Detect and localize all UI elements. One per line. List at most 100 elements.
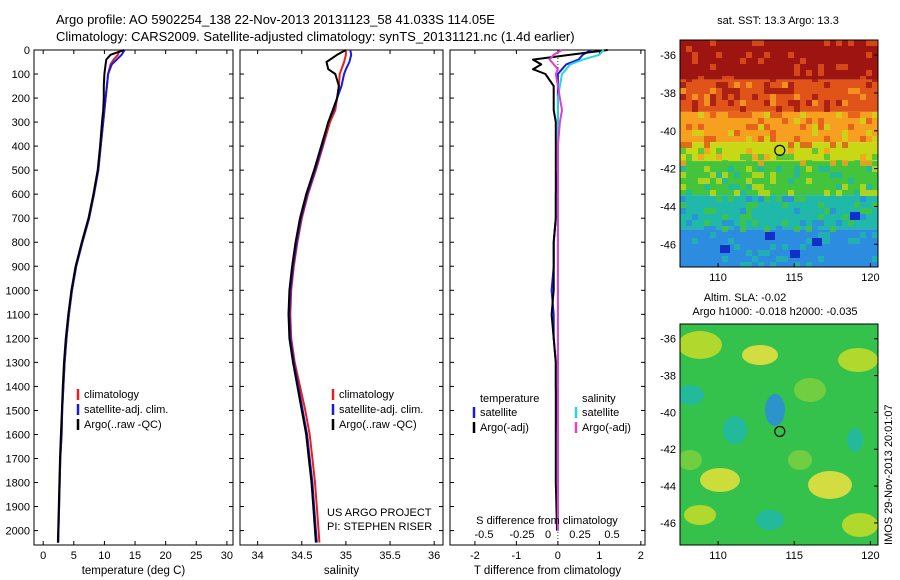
sst-pixel: [704, 184, 710, 190]
sst-pixel: [788, 178, 794, 184]
diff-series-line: [556, 49, 605, 531]
sst-pixel: [716, 178, 722, 184]
depth-tick-label: 700: [12, 213, 30, 225]
sst-pixel: [770, 244, 776, 250]
sst-pixel: [866, 40, 872, 46]
sst-map-title: sat. SST: 13.3 Argo: 13.3: [717, 15, 839, 27]
sst-pixel: [836, 112, 842, 118]
sst-pixel: [800, 160, 806, 166]
sal-series-line: [287, 49, 347, 543]
sst-pixel: [866, 184, 872, 190]
sst-pixel: [740, 58, 746, 64]
sst-pixel: [860, 52, 866, 58]
sst-pixel: [686, 220, 692, 226]
sst-pixel: [704, 142, 710, 148]
sst-cold-patch: [812, 238, 822, 246]
depth-tick-label: 0: [24, 45, 30, 57]
sst-pixel: [788, 196, 794, 202]
sst-pixel: [842, 130, 848, 136]
sst-pixel: [770, 238, 776, 244]
sst-pixel: [770, 40, 776, 46]
sst-pixel: [746, 214, 752, 220]
sst-pixel: [818, 124, 824, 130]
legend-label: climatology: [339, 389, 395, 401]
sst-pixel: [764, 196, 770, 202]
sst-pixel: [680, 160, 686, 166]
sst-pixel: [704, 226, 710, 232]
sst-pixel: [746, 166, 752, 172]
sst-pixel: [794, 106, 800, 112]
diff-xtick-label: 2: [638, 550, 644, 562]
sst-pixel: [866, 52, 872, 58]
sst-pixel: [848, 40, 854, 46]
sst-pixel: [692, 100, 698, 106]
sst-pixel: [848, 238, 854, 244]
sst-pixel: [782, 238, 788, 244]
sla-anomaly-blob: [838, 348, 878, 372]
sst-pixel: [860, 76, 866, 82]
legend-label: satellite-adj. clim.: [84, 404, 168, 416]
sst-pixel: [836, 172, 842, 178]
sst-pixel: [734, 112, 740, 118]
sst-pixel: [740, 112, 746, 118]
sst-pixel: [872, 46, 878, 52]
sst-pixel: [710, 64, 716, 70]
sst-pixel: [842, 184, 848, 190]
sst-pixel: [788, 238, 794, 244]
sst-pixel: [758, 136, 764, 142]
sst-pixel: [830, 226, 836, 232]
sst-pixel: [806, 118, 812, 124]
sst-pixel: [752, 220, 758, 226]
sst-pixel: [770, 172, 776, 178]
sst-pixel: [788, 148, 794, 154]
sst-pixel: [836, 40, 842, 46]
legend-label: Argo(-adj): [582, 422, 631, 434]
secondary-xtick-label: 0.5: [604, 529, 619, 541]
legend-label: satellite: [480, 407, 517, 419]
sst-pixel: [788, 88, 794, 94]
sst-pixel: [800, 142, 806, 148]
sst-pixel: [698, 154, 704, 160]
temp-xtick-label: 10: [98, 550, 110, 562]
sst-pixel: [872, 232, 878, 238]
sst-pixel: [758, 58, 764, 64]
sst-pixel: [788, 100, 794, 106]
sst-pixel: [842, 214, 848, 220]
depth-tick-label: 1800: [6, 478, 30, 490]
sst-pixel: [680, 184, 686, 190]
diff-xtick-label: 1: [596, 550, 602, 562]
sst-pixel: [716, 232, 722, 238]
sst-pixel: [698, 124, 704, 130]
sst-pixel: [812, 220, 818, 226]
sst-pixel: [800, 196, 806, 202]
sst-pixel: [872, 154, 878, 160]
sst-pixel: [764, 154, 770, 160]
sst-pixel: [770, 94, 776, 100]
sst-pixel: [710, 40, 716, 46]
sst-pixel: [698, 76, 704, 82]
secondary-xlabel: S difference from climatology: [476, 515, 618, 527]
sst-pixel: [746, 256, 752, 262]
sst-pixel: [800, 64, 806, 70]
depth-tick-label: 100: [12, 69, 30, 81]
depth-tick-label: 1000: [6, 285, 30, 297]
sst-pixel: [722, 94, 728, 100]
sst-pixel: [746, 184, 752, 190]
depth-tick-label: 500: [12, 165, 30, 177]
sla-ytick-label: -40: [660, 407, 676, 419]
sst-pixel: [686, 46, 692, 52]
diff-frame: [449, 49, 646, 546]
sst-pixel: [818, 202, 824, 208]
sst-cold-patch: [790, 250, 800, 258]
sst-pixel: [770, 64, 776, 70]
sst-pixel: [692, 40, 698, 46]
sst-pixel: [704, 220, 710, 226]
sst-pixel: [698, 112, 704, 118]
sst-pixel: [746, 160, 752, 166]
sst-pixel: [848, 178, 854, 184]
sst-pixel: [740, 226, 746, 232]
sst-pixel: [758, 118, 764, 124]
sst-pixel: [758, 124, 764, 130]
sst-pixel: [770, 262, 776, 267]
sst-pixel: [806, 262, 812, 267]
